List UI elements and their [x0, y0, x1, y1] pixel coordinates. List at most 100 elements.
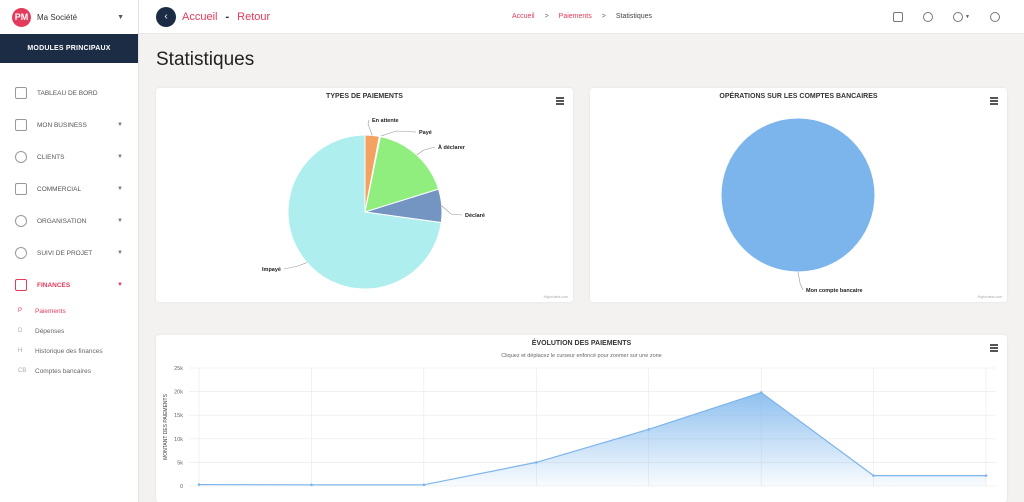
shortcut-key: H: [18, 348, 23, 354]
data-label: Déclaré: [465, 213, 485, 219]
briefcase-icon: [15, 119, 27, 131]
chevron-down-icon: ▼: [965, 13, 970, 20]
document-icon: [15, 183, 27, 195]
payment-types-pie: En attente Payé À déclarer Déclaré Impayé: [262, 118, 485, 290]
data-point[interactable]: [984, 474, 988, 477]
sidebar: PM Ma Société ▼ MODULES PRINCIPAUX TABLE…: [0, 0, 139, 502]
gear-icon[interactable]: [990, 11, 1000, 22]
page-title: Statistiques: [156, 49, 255, 70]
topbar: ‹ Accueil - Retour Accueil > Paiements >…: [139, 0, 1024, 34]
sidebar-item-label: SUIVI DE PROJET: [37, 249, 93, 257]
chevron-left-icon: ‹: [164, 11, 168, 22]
data-point[interactable]: [197, 483, 201, 486]
sidebar-item-organisation[interactable]: ORGANISATION ▼: [0, 205, 138, 237]
payments-evolution-chart[interactable]: 0 5k 10k 15k 20k 25k MONTANT DES PAIEMENTS: [156, 335, 1007, 502]
data-label: En attente: [372, 118, 399, 124]
shortcut-key: P: [18, 308, 23, 314]
submenu-item-depenses[interactable]: D Dépenses: [0, 321, 138, 341]
data-label: À déclarer: [438, 144, 466, 151]
home-link[interactable]: Accueil: [182, 10, 218, 23]
credits-text: Highcharts.com: [543, 295, 568, 299]
bank-operations-card: OPÉRATIONS SUR LES COMPTES BANCAIRES Mon…: [590, 88, 1007, 302]
chevron-down-icon: ▼: [117, 186, 123, 192]
breadcrumb-paiements[interactable]: Paiements: [558, 13, 592, 20]
bank-operations-pie: Mon compte bancaire: [720, 117, 876, 294]
dashboard-icon: [15, 87, 27, 99]
bell-icon[interactable]: [953, 11, 964, 22]
data-point[interactable]: [534, 461, 538, 464]
chart-title: TYPES DE PAIEMENTS: [326, 93, 403, 100]
data-point[interactable]: [759, 391, 763, 394]
sidebar-item-label: TABLEAU DE BORD: [37, 89, 98, 97]
y-tick-label: 15k: [174, 413, 183, 419]
y-tick-label: 0: [180, 484, 183, 490]
lightbulb-icon: [15, 247, 27, 259]
submenu-label: Paiements: [35, 307, 66, 315]
shortcut-key: CB: [18, 368, 27, 374]
y-tick-label: 5k: [177, 460, 183, 466]
chart-subtitle: Cliquez et déplacez le curseur enfoncé p…: [501, 353, 662, 359]
breadcrumb-separator: >: [544, 13, 549, 20]
credits-text: Highcharts.com: [977, 295, 1002, 299]
submenu-item-comptes[interactable]: CB Comptes bancaires: [0, 361, 138, 381]
title-separator: -: [225, 10, 230, 23]
back-button[interactable]: ‹: [156, 6, 176, 27]
company-name: Ma Société: [37, 12, 78, 22]
company-selector[interactable]: PM Ma Société ▼: [0, 0, 138, 34]
series-line[interactable]: [198, 391, 986, 486]
sidebar-item-projects[interactable]: SUIVI DE PROJET ▼: [0, 237, 138, 269]
connector-line: [283, 262, 308, 270]
breadcrumb: Accueil > Paiements > Statistiques: [512, 13, 652, 20]
connector-line: [797, 271, 804, 291]
sidebar-item-commercial[interactable]: COMMERCIAL ▼: [0, 173, 138, 205]
sidebar-item-label: MON BUSINESS: [37, 121, 87, 129]
payment-types-card: TYPES DE PAIEMENTS En attente Payé À décla…: [156, 88, 573, 302]
menu-icon[interactable]: [990, 344, 998, 352]
menu-icon[interactable]: [990, 97, 998, 105]
data-point[interactable]: [310, 483, 313, 487]
topbar-icons: ▼: [873, 11, 1000, 22]
grid-icon[interactable]: [893, 11, 904, 22]
menu-icon[interactable]: [556, 97, 564, 105]
chevron-down-icon: ▼: [117, 218, 123, 224]
chevron-down-icon: ▼: [117, 13, 124, 21]
data-point[interactable]: [647, 428, 651, 431]
y-tick-label: 20k: [174, 390, 183, 396]
chart-title: OPÉRATIONS SUR LES COMPTES BANCAIRES: [719, 93, 878, 100]
payments-evolution-card: ÉVOLUTION DES PAIEMENTS Cliquez et dépla…: [156, 335, 1007, 502]
back-link[interactable]: Retour: [237, 10, 271, 23]
connector-line: [441, 205, 463, 216]
y-axis-label: MONTANT DES PAIEMENTS: [163, 393, 169, 460]
sidebar-item-dashboard[interactable]: TABLEAU DE BORD: [0, 77, 138, 109]
connector-line: [367, 119, 373, 136]
breadcrumb-home[interactable]: Accueil: [512, 13, 535, 20]
sidebar-item-business[interactable]: MON BUSINESS ▼: [0, 109, 138, 141]
lightbulb-icon[interactable]: [923, 11, 934, 22]
sidebar-item-clients[interactable]: CLIENTS ▼: [0, 141, 138, 173]
breadcrumb-separator: >: [601, 13, 606, 20]
submenu-label: Comptes bancaires: [35, 367, 91, 375]
chevron-down-icon: ▼: [117, 282, 123, 288]
submenu-label: Dépenses: [35, 327, 65, 335]
submenu-item-paiements[interactable]: P Paiements: [0, 301, 138, 321]
data-point[interactable]: [872, 474, 875, 477]
area-fill: [199, 392, 986, 486]
pie-slice-mon-compte-bancaire[interactable]: [720, 117, 876, 273]
connector-line: [379, 130, 417, 137]
submenu-label: Historique des finances: [35, 347, 103, 355]
submenu-item-historique[interactable]: H Historique des finances: [0, 341, 138, 361]
y-tick-label: 10k: [174, 437, 183, 443]
connector-line: [416, 146, 436, 156]
chevron-down-icon: ▼: [117, 122, 123, 128]
data-point[interactable]: [422, 483, 426, 487]
shortcut-key: D: [18, 328, 23, 334]
pie-slice-impaye[interactable]: [287, 134, 442, 290]
data-label: Mon compte bancaire: [806, 288, 863, 294]
sidebar-item-label: FINANCES: [37, 281, 71, 289]
data-label: Impayé: [262, 267, 281, 273]
breadcrumb-current: Statistiques: [615, 13, 653, 20]
sidebar-item-finances[interactable]: FINANCES ▼: [0, 269, 138, 301]
finances-submenu: P Paiements D Dépenses H Historique des …: [0, 301, 138, 381]
chart-title: ÉVOLUTION DES PAIEMENTS: [531, 340, 632, 347]
chevron-down-icon: ▼: [117, 154, 123, 160]
